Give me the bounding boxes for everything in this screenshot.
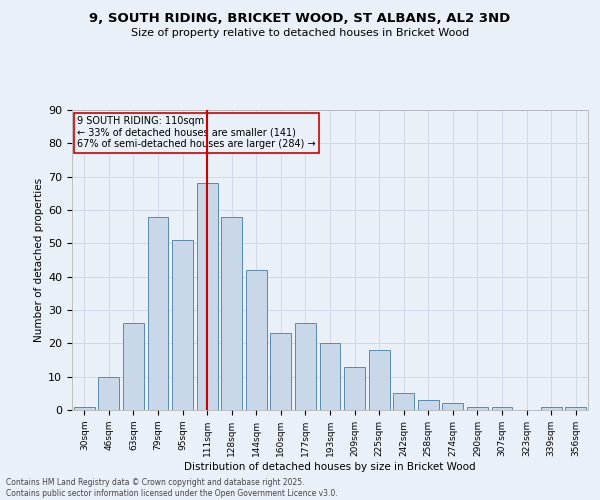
Bar [221, 216, 242, 410]
Text: 9 SOUTH RIDING: 110sqm
← 33% of detached houses are smaller (141)
67% of semi-de: 9 SOUTH RIDING: 110sqm ← 33% of detached… [77, 116, 316, 149]
Bar [368, 350, 389, 410]
Bar [148, 216, 169, 410]
Text: 9, SOUTH RIDING, BRICKET WOOD, ST ALBANS, AL2 3ND: 9, SOUTH RIDING, BRICKET WOOD, ST ALBANS… [89, 12, 511, 26]
Bar [271, 334, 292, 410]
Bar [98, 376, 119, 410]
Text: Contains HM Land Registry data © Crown copyright and database right 2025.
Contai: Contains HM Land Registry data © Crown c… [6, 478, 338, 498]
Bar [344, 366, 365, 410]
Text: Size of property relative to detached houses in Bricket Wood: Size of property relative to detached ho… [131, 28, 469, 38]
X-axis label: Distribution of detached houses by size in Bricket Wood: Distribution of detached houses by size … [184, 462, 476, 471]
Bar [442, 404, 463, 410]
Bar [320, 344, 340, 410]
Bar [172, 240, 193, 410]
Bar [467, 406, 488, 410]
Y-axis label: Number of detached properties: Number of detached properties [34, 178, 44, 342]
Bar [74, 406, 95, 410]
Bar [565, 406, 586, 410]
Bar [197, 184, 218, 410]
Bar [393, 394, 414, 410]
Bar [295, 324, 316, 410]
Bar [123, 324, 144, 410]
Bar [541, 406, 562, 410]
Bar [491, 406, 512, 410]
Bar [246, 270, 267, 410]
Bar [418, 400, 439, 410]
